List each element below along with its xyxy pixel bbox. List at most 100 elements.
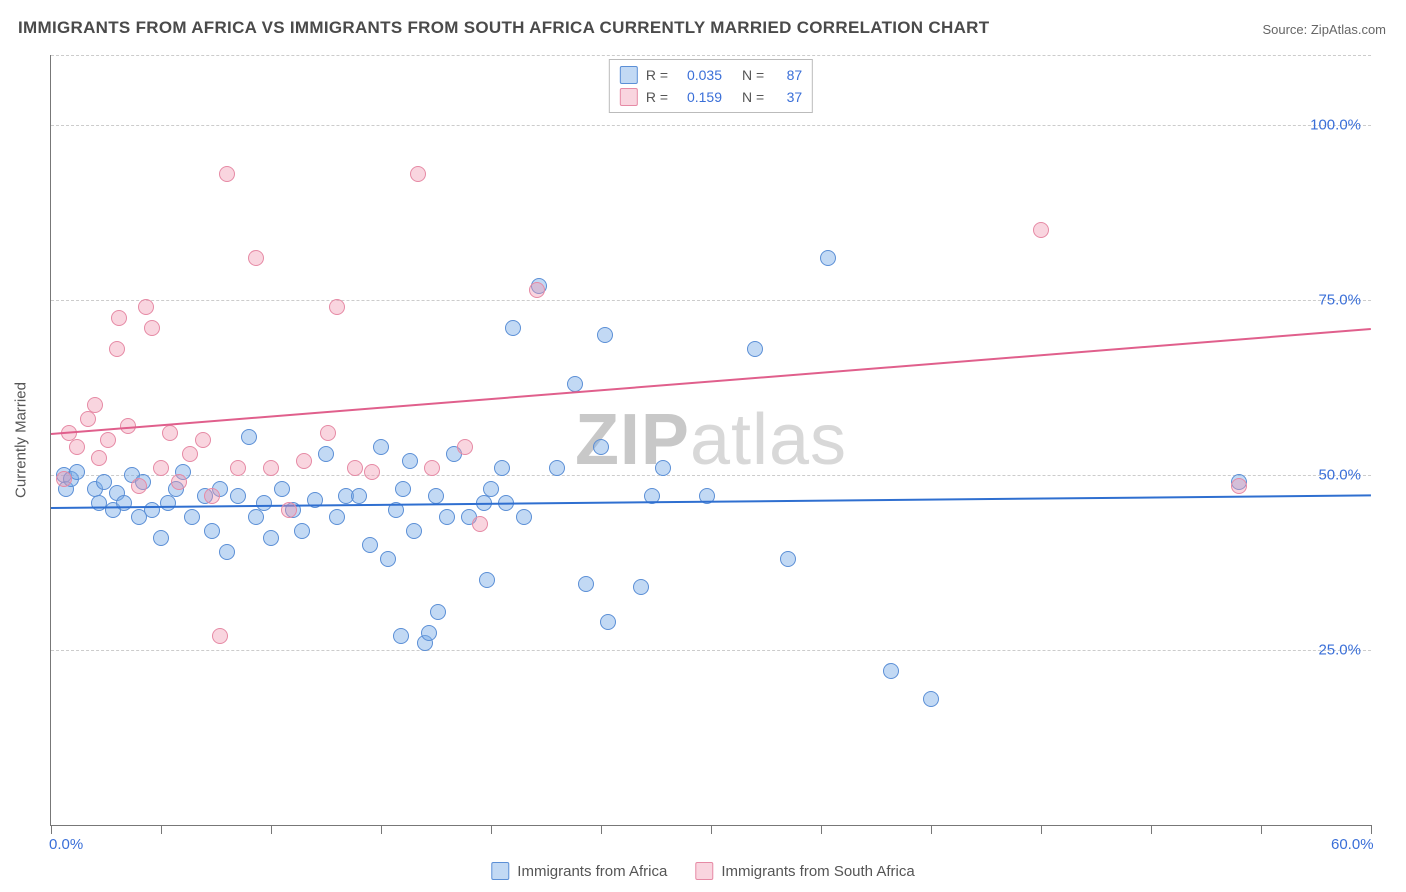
grid-line — [51, 55, 1371, 56]
data-point — [100, 432, 116, 448]
x-tick — [1371, 825, 1372, 834]
grid-line — [51, 125, 1371, 126]
data-point — [69, 439, 85, 455]
x-tick — [51, 825, 52, 834]
data-point — [428, 488, 444, 504]
data-point — [111, 310, 127, 326]
x-tick — [931, 825, 932, 834]
legend-series-item: Immigrants from Africa — [491, 862, 667, 880]
data-point — [241, 429, 257, 445]
data-point — [549, 460, 565, 476]
data-point — [479, 572, 495, 588]
data-point — [567, 376, 583, 392]
y-axis-label: Currently Married — [13, 382, 30, 498]
data-point — [494, 460, 510, 476]
data-point — [747, 341, 763, 357]
data-point — [281, 502, 297, 518]
data-point — [204, 523, 220, 539]
y-tick-label: 100.0% — [1310, 117, 1361, 134]
data-point — [318, 446, 334, 462]
data-point — [219, 544, 235, 560]
legend-n-label: N = — [742, 67, 764, 83]
data-point — [923, 691, 939, 707]
data-point — [1231, 478, 1247, 494]
data-point — [144, 502, 160, 518]
x-tick-label: 60.0% — [1331, 836, 1374, 853]
legend-series-label: Immigrants from Africa — [517, 863, 667, 880]
data-point — [162, 425, 178, 441]
data-point — [406, 523, 422, 539]
x-tick — [381, 825, 382, 834]
data-point — [351, 488, 367, 504]
x-tick — [601, 825, 602, 834]
y-tick-label: 75.0% — [1318, 292, 1361, 309]
data-point — [171, 474, 187, 490]
data-point — [160, 495, 176, 511]
data-point — [230, 460, 246, 476]
data-point — [593, 439, 609, 455]
data-point — [395, 481, 411, 497]
data-point — [87, 397, 103, 413]
data-point — [248, 509, 264, 525]
grid-line — [51, 300, 1371, 301]
x-tick — [821, 825, 822, 834]
data-point — [320, 425, 336, 441]
x-tick — [271, 825, 272, 834]
data-point — [472, 516, 488, 532]
data-point — [347, 460, 363, 476]
legend-stats-row: R =0.159N =37 — [620, 86, 802, 108]
x-tick — [161, 825, 162, 834]
data-point — [256, 495, 272, 511]
legend-stats-row: R = 0.035 N = 87 — [620, 64, 802, 86]
data-point — [655, 460, 671, 476]
legend-r-value: 0.159 — [676, 89, 722, 105]
data-point — [116, 495, 132, 511]
y-tick-label: 25.0% — [1318, 642, 1361, 659]
legend-r-value: 0.035 — [676, 67, 722, 83]
data-point — [184, 509, 200, 525]
scatter-plot: Currently Married ZIPatlas R =0.035N =87… — [50, 55, 1371, 826]
data-point — [182, 446, 198, 462]
data-point — [424, 460, 440, 476]
data-point — [248, 250, 264, 266]
watermark: ZIPatlas — [575, 399, 847, 481]
data-point — [457, 439, 473, 455]
data-point — [294, 523, 310, 539]
data-point — [91, 450, 107, 466]
legend-n-value: 87 — [772, 67, 802, 83]
data-point — [820, 250, 836, 266]
x-tick — [1151, 825, 1152, 834]
legend-swatch — [491, 862, 509, 880]
grid-line — [51, 475, 1371, 476]
data-point — [483, 481, 499, 497]
data-point — [364, 464, 380, 480]
data-point — [329, 509, 345, 525]
data-point — [393, 628, 409, 644]
data-point — [421, 625, 437, 641]
data-point — [430, 604, 446, 620]
data-point — [212, 628, 228, 644]
data-point — [153, 460, 169, 476]
x-tick — [1261, 825, 1262, 834]
data-point — [516, 509, 532, 525]
data-point — [1033, 222, 1049, 238]
data-point — [410, 166, 426, 182]
x-tick — [1041, 825, 1042, 834]
data-point — [600, 614, 616, 630]
data-point — [56, 471, 72, 487]
data-point — [329, 299, 345, 315]
data-point — [633, 579, 649, 595]
data-point — [230, 488, 246, 504]
x-tick — [711, 825, 712, 834]
data-point — [883, 663, 899, 679]
data-point — [402, 453, 418, 469]
legend-series-item: Immigrants from South Africa — [695, 862, 914, 880]
data-point — [380, 551, 396, 567]
legend-stats: R = 0.035 N = 87 R =0.159N =37 — [609, 59, 813, 113]
data-point — [80, 411, 96, 427]
data-point — [219, 166, 235, 182]
legend-swatch — [695, 862, 713, 880]
chart-title: IMMIGRANTS FROM AFRICA VS IMMIGRANTS FRO… — [18, 18, 989, 38]
data-point — [263, 530, 279, 546]
legend-r-label: R = — [646, 67, 668, 83]
